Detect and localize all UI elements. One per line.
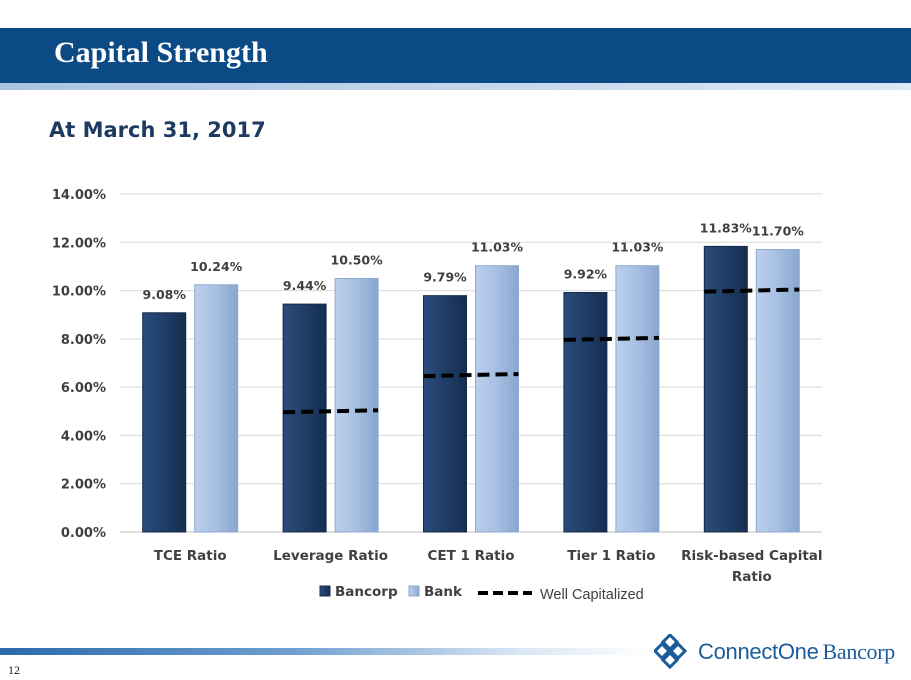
x-tick-label: Tier 1 Ratio xyxy=(567,548,655,564)
data-label-bancorp: 9.44% xyxy=(283,278,327,293)
page-title: Capital Strength xyxy=(54,36,268,69)
bar-bank xyxy=(334,278,379,533)
legend-label-bancorp: Bancorp xyxy=(335,584,398,600)
x-tick-label: CET 1 Ratio xyxy=(428,548,515,564)
bar-bancorp xyxy=(282,303,327,533)
data-label-bank: 11.70% xyxy=(752,224,805,239)
logo-name-part1: ConnectOne xyxy=(698,639,819,664)
data-label-bank: 10.50% xyxy=(331,253,384,268)
page-number: 12 xyxy=(8,663,20,677)
legend-swatch-bancorp xyxy=(319,585,331,597)
x-tick-label: Leverage Ratio xyxy=(273,548,388,564)
bar-bank xyxy=(194,284,239,533)
y-tick-label: 0.00% xyxy=(61,526,106,541)
bar-bancorp xyxy=(423,295,467,533)
data-label-bancorp: 9.79% xyxy=(423,270,467,285)
data-label-bancorp: 9.92% xyxy=(564,267,608,282)
footer-rule xyxy=(0,648,650,655)
y-tick-label: 2.00% xyxy=(61,478,106,493)
well-capitalized-line xyxy=(423,372,519,379)
y-tick-label: 8.00% xyxy=(61,333,106,348)
legend-swatch-bank xyxy=(408,585,420,597)
company-logo: ConnectOne Bancorp xyxy=(654,632,895,672)
bar-bancorp xyxy=(703,245,748,533)
title-rule xyxy=(0,83,911,90)
capital-ratio-chart: 0.00% 2.00% 4.00% 6.00% 8.00% 10.00% 12.00% 14.… xyxy=(52,188,823,603)
title-bar: Capital Strength xyxy=(0,28,911,83)
well-capitalized-line xyxy=(704,287,800,294)
logo-text: ConnectOne Bancorp xyxy=(698,639,895,665)
connectone-logo-icon xyxy=(654,634,688,670)
well-capitalized-line xyxy=(563,335,659,342)
bar-bank xyxy=(615,265,660,533)
bar-bancorp xyxy=(563,292,608,533)
bar-bancorp xyxy=(142,312,187,533)
y-tick-label: 4.00% xyxy=(61,429,106,444)
data-label-bank: 11.03% xyxy=(611,240,664,255)
data-label-bancorp: 11.83% xyxy=(700,220,753,235)
data-label-bank: 11.03% xyxy=(471,240,524,255)
bar-bank xyxy=(475,265,519,533)
chart-subtitle: At March 31, 2017 xyxy=(49,118,266,142)
y-tick-label: 14.00% xyxy=(52,188,106,203)
well-capitalized-line xyxy=(283,408,379,415)
x-tick-label: Risk-based Capital xyxy=(681,548,822,564)
bar-bank xyxy=(755,249,800,533)
legend-label-bank: Bank xyxy=(424,584,463,600)
data-label-bancorp: 9.08% xyxy=(143,287,187,302)
x-tick-label: TCE Ratio xyxy=(154,548,227,564)
data-label-bank: 10.24% xyxy=(190,259,243,274)
y-tick-label: 10.00% xyxy=(52,285,106,300)
logo-name-part2: Bancorp xyxy=(822,639,896,664)
x-tick-label: Ratio xyxy=(732,569,772,585)
y-tick-label: 6.00% xyxy=(61,381,106,396)
y-tick-label: 12.00% xyxy=(52,236,106,251)
legend-label-well-capitalized: Well Capitalized xyxy=(540,587,644,603)
